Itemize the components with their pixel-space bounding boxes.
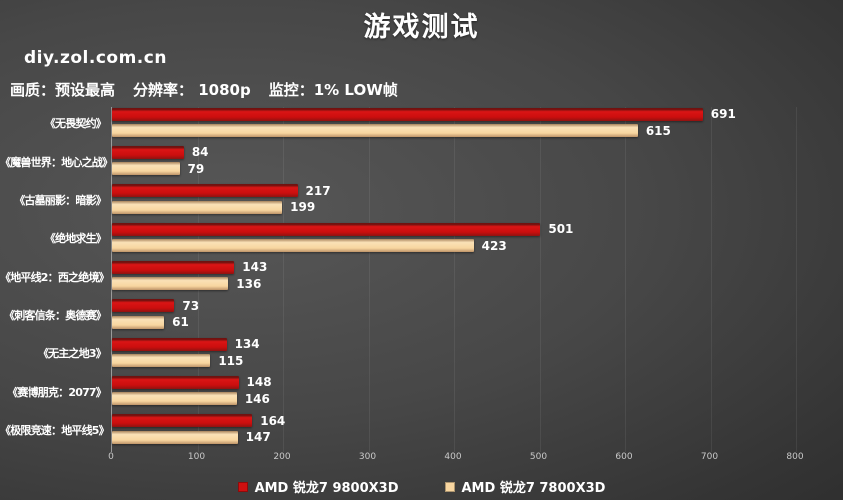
fps-bar-7800x3d xyxy=(112,124,638,137)
legend-label: AMD 锐龙7 9800X3D xyxy=(254,481,399,496)
fps-value-label: 217 xyxy=(305,183,331,198)
game-category-label: 《无主之地3》 xyxy=(37,347,107,361)
legend-item-7800x3d: AMD 锐龙7 7800X3D xyxy=(444,477,606,496)
fps-bar-7800x3d xyxy=(112,200,283,214)
x-axis-tick-label: 0 xyxy=(108,452,114,462)
fps-value-label: 61 xyxy=(172,315,189,330)
x-axis-tick-label: 500 xyxy=(529,452,548,462)
fps-bar-9800x3d xyxy=(112,260,235,274)
game-category-label: 《刺客信条：奥德赛》 xyxy=(4,308,107,322)
legend-swatch xyxy=(444,481,455,492)
fps-value-label: 691 xyxy=(710,107,736,121)
fps-bar-7800x3d xyxy=(112,430,238,444)
bar-chart-plot-area: 691 615 84 79 217 199 501 423 143 136 73 61 134 115 14… xyxy=(111,107,797,452)
setting-monitor: 监控：1% LOW帧 xyxy=(268,81,398,99)
fps-value-label: 84 xyxy=(191,145,209,160)
game-category-label: 《赛博朋克：2077》 xyxy=(7,385,107,399)
fps-value-label: 147 xyxy=(245,430,271,445)
fps-value-label: 148 xyxy=(246,375,272,390)
x-axis-tick-label: 300 xyxy=(358,452,377,462)
page-title: 游戏测试 xyxy=(363,12,480,43)
fps-bar-9800x3d xyxy=(112,107,703,121)
fps-value-label: 423 xyxy=(481,238,507,253)
fps-bar-7800x3d xyxy=(112,392,237,406)
category-axis: 《无畏契约》《魔兽世界：地心之战》《古墓丽影：暗影》《绝地求生》《地平线2：西之… xyxy=(0,107,113,452)
legend-swatch xyxy=(237,481,248,492)
legend-item-9800x3d: AMD 锐龙7 9800X3D xyxy=(237,477,399,496)
x-axis: 0 100 200 300 400 500 600 700 800 xyxy=(108,452,803,464)
fps-bar-9800x3d xyxy=(112,299,175,313)
fps-value-label: 143 xyxy=(242,260,268,275)
fps-value-label: 73 xyxy=(182,298,200,313)
fps-bar-9800x3d xyxy=(112,184,298,198)
fps-value-label: 501 xyxy=(548,222,574,236)
fps-bar-7800x3d xyxy=(112,277,229,291)
fps-bar-9800x3d xyxy=(112,222,541,236)
gridline xyxy=(539,107,541,452)
fps-value-label: 615 xyxy=(645,123,671,138)
fps-bar-7800x3d xyxy=(112,162,180,176)
gridline xyxy=(625,107,626,452)
fps-value-label: 146 xyxy=(244,391,270,406)
fps-bar-9800x3d xyxy=(112,375,239,389)
fps-bar-9800x3d xyxy=(112,414,253,428)
game-category-label: 《魔兽世界：地心之战》 xyxy=(0,155,113,169)
x-axis-tick-label: 700 xyxy=(700,452,719,462)
fps-value-label: 136 xyxy=(236,276,262,291)
fps-bar-7800x3d xyxy=(112,315,165,329)
fps-value-label: 199 xyxy=(290,200,316,215)
fps-value-label: 134 xyxy=(234,337,260,351)
site-watermark: diy.zol.com.cn xyxy=(24,48,167,68)
gridline xyxy=(710,107,712,452)
chart-legend: AMD 锐龙7 9800X3D AMD 锐龙7 7800X3D xyxy=(0,477,843,496)
fps-bar-7800x3d xyxy=(112,239,474,252)
legend-label: AMD 锐龙7 7800X3D xyxy=(461,481,606,496)
fps-value-label: 164 xyxy=(260,413,286,428)
game-category-label: 《地平线2：西之绝境》 xyxy=(0,270,110,284)
gridline xyxy=(283,107,284,452)
gridline xyxy=(368,107,370,452)
x-axis-tick-label: 800 xyxy=(786,452,804,462)
gridline xyxy=(454,107,455,452)
x-axis-tick-label: 100 xyxy=(187,452,206,462)
x-axis-tick-label: 200 xyxy=(273,452,291,462)
fps-bar-9800x3d xyxy=(112,337,227,351)
gridline xyxy=(796,107,797,452)
fps-value-label: 79 xyxy=(187,161,205,176)
game-category-label: 《绝地求生》 xyxy=(44,232,107,246)
setting-resolution: 分辨率： 1080p xyxy=(133,81,251,99)
fps-value-label: 115 xyxy=(218,353,244,368)
test-settings-line: 画质：预设最高 分辨率： 1080p 监控：1% LOW帧 xyxy=(10,79,398,100)
fps-bar-9800x3d xyxy=(112,145,184,159)
x-axis-tick-label: 600 xyxy=(615,452,633,462)
game-category-label: 《极限竞速：地平线5》 xyxy=(0,423,110,437)
x-axis-tick-label: 400 xyxy=(444,452,462,462)
setting-quality: 画质：预设最高 xyxy=(10,81,116,99)
game-category-label: 《无畏契约》 xyxy=(44,117,107,131)
fps-bar-7800x3d xyxy=(112,354,211,367)
game-category-label: 《古墓丽影：暗影》 xyxy=(14,193,107,207)
